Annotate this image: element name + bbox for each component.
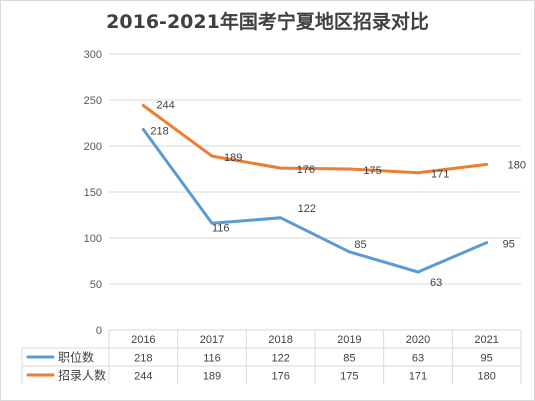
table-cell: 85 (343, 353, 355, 365)
x-category-label: 2020 (406, 334, 430, 346)
table-cell: 122 (271, 353, 289, 365)
data-label: 116 (212, 222, 230, 234)
x-category-label: 2021 (474, 334, 498, 346)
y-tick-label: 0 (96, 325, 102, 337)
table-cell: 244 (134, 371, 152, 383)
x-category-label: 2019 (337, 334, 361, 346)
data-label: 176 (297, 164, 315, 176)
legend-label: 招录人数 (58, 368, 106, 383)
table-cell: 175 (340, 371, 358, 383)
data-label: 218 (150, 125, 168, 137)
series-line-1 (141, 127, 489, 274)
table-cell: 95 (481, 353, 493, 365)
x-category-label: 2018 (268, 334, 292, 346)
y-tick-label: 300 (84, 49, 102, 61)
data-label: 63 (430, 277, 442, 289)
table-cell: 116 (203, 353, 221, 365)
data-label: 122 (298, 203, 316, 215)
table-cell: 63 (412, 353, 424, 365)
data-label: 171 (431, 169, 449, 181)
data-label: 175 (363, 165, 381, 177)
y-tick-label: 150 (84, 187, 102, 199)
x-category-label: 2016 (131, 334, 155, 346)
table-cell: 176 (271, 371, 289, 383)
table-cell: 189 (203, 371, 221, 383)
series-line-2 (141, 104, 489, 175)
y-tick-label: 100 (84, 233, 102, 245)
data-label: 85 (354, 239, 366, 251)
data-label: 244 (156, 100, 174, 112)
chart-title: 2016-2021年国考宁夏地区招录对比 (106, 11, 429, 33)
data-label: 189 (224, 152, 242, 164)
y-tick-label: 50 (90, 279, 102, 291)
table-cell: 171 (409, 371, 427, 383)
table-cell: 218 (134, 353, 152, 365)
data-label: 95 (503, 239, 515, 251)
data-label: 180 (508, 159, 526, 171)
table-cell: 180 (477, 371, 495, 383)
x-category-label: 2017 (200, 334, 224, 346)
y-tick-label: 250 (84, 95, 102, 107)
y-tick-label: 200 (84, 141, 102, 153)
legend-label: 职位数 (58, 350, 94, 365)
